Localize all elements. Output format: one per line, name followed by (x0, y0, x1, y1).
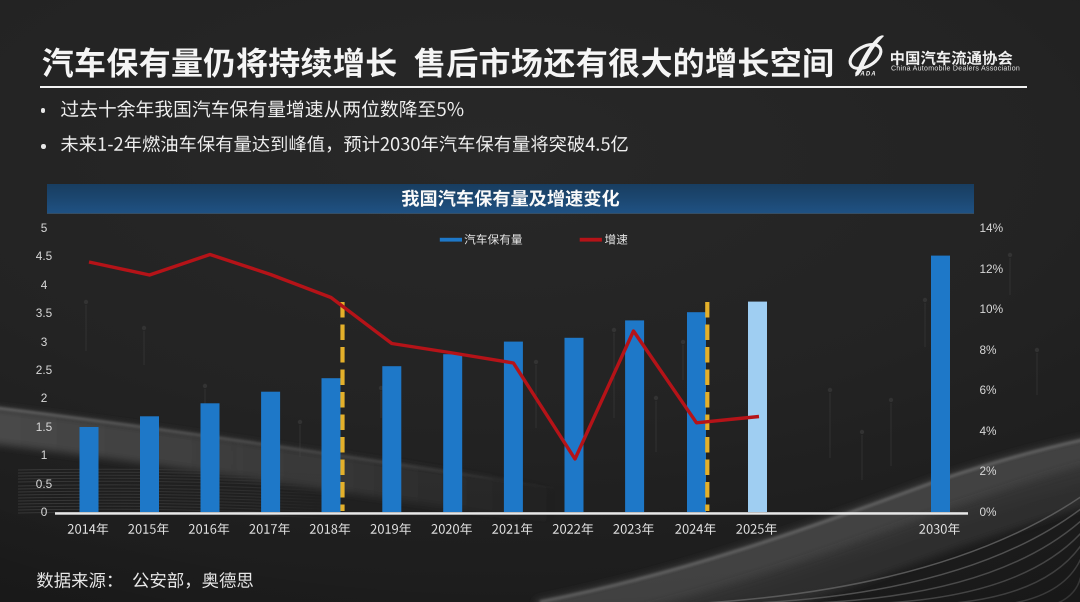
svg-text:CADA: CADA (855, 72, 877, 78)
svg-text:China Automobile Dealers Assoc: China Automobile Dealers Association (891, 66, 1020, 73)
